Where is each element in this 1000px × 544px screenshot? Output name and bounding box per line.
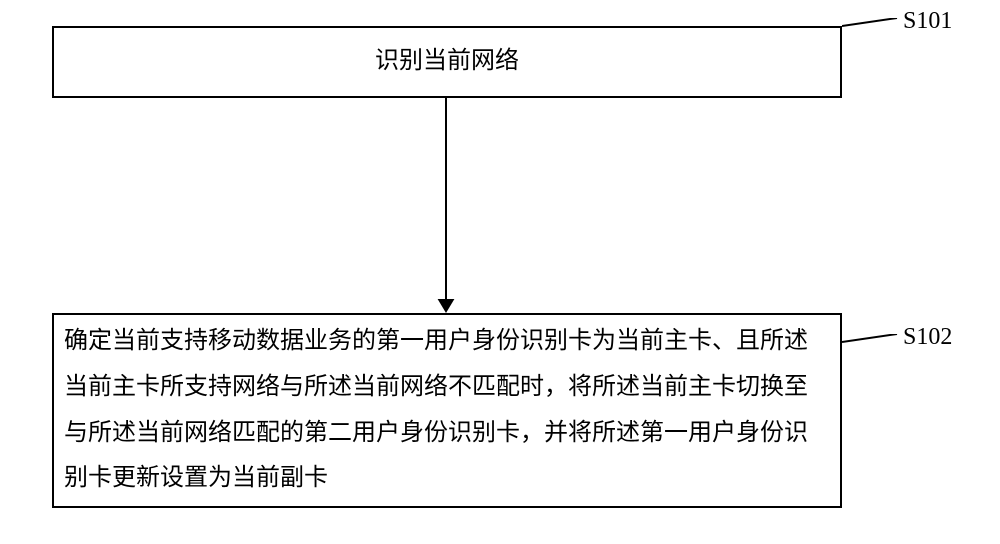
step-label-label2: S102 [903,324,952,351]
flowchart-canvas: 识别当前网络确定当前支持移动数据业务的第一用户身份识别卡为当前主卡、且所述当前主… [0,0,1000,544]
callout-line [842,334,899,344]
flowchart-node-text: 确定当前支持移动数据业务的第一用户身份识别卡为当前主卡、且所述当前主卡所支持网络… [54,313,840,507]
flowchart-node-text: 识别当前网络 [365,33,529,91]
flowchart-node-box1: 识别当前网络 [52,26,842,98]
callout-line [842,18,899,28]
flowchart-arrow [432,98,460,313]
flowchart-node-box2: 确定当前支持移动数据业务的第一用户身份识别卡为当前主卡、且所述当前主卡所支持网络… [52,313,842,508]
step-label-label1: S101 [903,8,952,35]
